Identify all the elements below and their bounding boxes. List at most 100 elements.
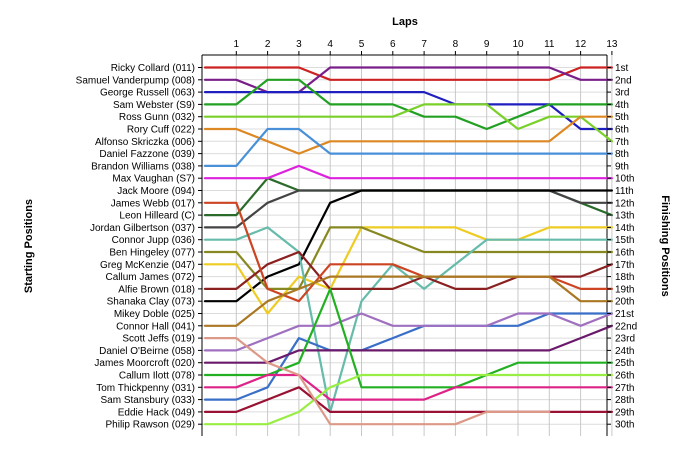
finishing-position-label: 21st (615, 309, 634, 320)
series-line (203, 115, 613, 155)
starting-driver-label: Jack Moore (094) (117, 186, 195, 197)
finishing-position-label: 2nd (615, 75, 632, 86)
starting-driver-label: Ricky Collard (011) (111, 63, 195, 74)
starting-driver-label: Max Vaughan (S7) (112, 174, 195, 185)
starting-driver-label: Ross Gunn (032) (119, 112, 195, 123)
finishing-position-label: 8th (615, 149, 629, 160)
finishing-position-label: 12th (615, 198, 634, 209)
series-line (203, 275, 613, 327)
starting-driver-label: Connor Jupp (036) (112, 235, 195, 246)
starting-driver-label: Sam Stansbury (033) (101, 395, 196, 406)
series-line (203, 189, 613, 303)
finishing-position-label: 24th (615, 346, 634, 357)
series-line (203, 312, 613, 401)
finishing-position-label: 6th (615, 125, 629, 136)
finishing-position-label: 16th (615, 248, 634, 259)
series-lines (203, 66, 613, 426)
x-axis-title: Laps (392, 16, 418, 28)
lap-tick-label: 5 (359, 39, 365, 50)
starting-driver-label: Eddie Hack (049) (118, 407, 195, 418)
finishing-position-label: 27th (615, 383, 634, 394)
finishing-position-label: 28th (615, 395, 634, 406)
finishing-position-label: 9th (615, 161, 629, 172)
starting-driver-label: Greg McKenzie (047) (100, 260, 195, 271)
finishing-position-label: 30th (615, 420, 634, 431)
lap-tick-label: 10 (512, 39, 524, 50)
starting-driver-label: Scott Jeffs (019) (122, 334, 195, 345)
series-line (203, 373, 613, 401)
lap-tick-label: 12 (575, 39, 587, 50)
starting-driver-label: Ben Hingeley (077) (109, 248, 195, 259)
lap-tick-label: 9 (484, 39, 490, 50)
starting-driver-label: Daniel O'Beirne (058) (99, 346, 195, 357)
lap-tick-label: 6 (390, 39, 396, 50)
finishing-position-label: 29th (615, 407, 634, 418)
finishing-position-label: 25th (615, 358, 634, 369)
series-line (203, 189, 613, 229)
starting-driver-label: Rory Cuff (022) (127, 125, 195, 136)
series-line (203, 164, 613, 180)
finishing-position-label: 10th (615, 174, 634, 185)
lap-tick-label: 3 (296, 39, 302, 50)
series-line (203, 66, 613, 81)
finishing-position-label: 7th (615, 137, 629, 148)
lap-tick-label: 2 (265, 39, 271, 50)
series-line (203, 127, 613, 167)
series-line (203, 287, 613, 389)
starting-driver-label: Alfonso Skriczka (006) (95, 137, 195, 148)
starting-driver-label: Connor Hall (041) (116, 321, 195, 332)
starting-driver-label: Leon Hilleard (C) (119, 211, 195, 222)
lap-tick-label: 1 (234, 39, 240, 50)
finishing-position-label: 22nd (615, 321, 637, 332)
finishing-position-label: 1st (615, 63, 629, 74)
starting-driver-label: Jordan Gilbertson (037) (90, 223, 195, 234)
finishing-position-label: 19th (615, 284, 634, 295)
series-line (203, 324, 613, 364)
series-line (203, 226, 613, 413)
finishing-position-label: 17th (615, 260, 634, 271)
lap-tick-label: 11 (544, 39, 555, 50)
starting-driver-label: Sam Webster (S9) (113, 100, 195, 111)
finishing-position-label: 23rd (615, 334, 635, 345)
starting-driver-label: Alfie Brown (018) (118, 284, 195, 295)
starting-driver-label: Brandon Williams (038) (91, 161, 195, 172)
series-line (203, 226, 613, 315)
finishing-position-label: 14th (615, 223, 634, 234)
series-line (203, 226, 613, 290)
finishing-position-label: 20th (615, 297, 634, 308)
series-line (203, 177, 613, 217)
series-line (203, 373, 613, 426)
y-axis-title-left: Starting Positions (23, 199, 35, 293)
finishing-position-label: 18th (615, 272, 634, 283)
lap-tick-label: 7 (421, 39, 427, 50)
lap-tick-label: 8 (453, 39, 459, 50)
series-line (203, 103, 613, 143)
starting-driver-label: James Webb (017) (111, 198, 195, 209)
series-line (203, 312, 613, 352)
starting-driver-label: Philip Rawson (029) (106, 420, 196, 431)
starting-driver-label: Callum Ilott (078) (119, 371, 195, 382)
starting-driver-label: Samuel Vanderpump (008) (76, 75, 195, 86)
starting-driver-label: James Moorcroft (020) (94, 358, 195, 369)
finishing-position-label: 5th (615, 112, 629, 123)
lap-tick-label: 4 (327, 39, 333, 50)
starting-driver-label: Mikey Doble (025) (114, 309, 195, 320)
starting-driver-label: Callum James (072) (106, 272, 195, 283)
series-line (203, 91, 613, 131)
finishing-position-label: 3rd (615, 88, 629, 99)
finishing-position-label: 15th (615, 235, 634, 246)
starting-driver-label: Shanaka Clay (073) (107, 297, 195, 308)
finishing-position-label: 4th (615, 100, 629, 111)
starting-driver-label: George Russell (063) (100, 88, 195, 99)
finishing-position-label: 11th (615, 186, 634, 197)
starting-driver-label: Tom Thickpenny (031) (96, 383, 195, 394)
finishing-position-label: 13th (615, 211, 634, 222)
starting-driver-label: Daniel Fazzone (039) (99, 149, 195, 160)
series-line (203, 337, 551, 426)
lap-tick-label: 13 (606, 39, 618, 50)
finishing-position-label: 26th (615, 371, 634, 382)
y-axis-title-right: Finishing Positions (659, 195, 671, 296)
